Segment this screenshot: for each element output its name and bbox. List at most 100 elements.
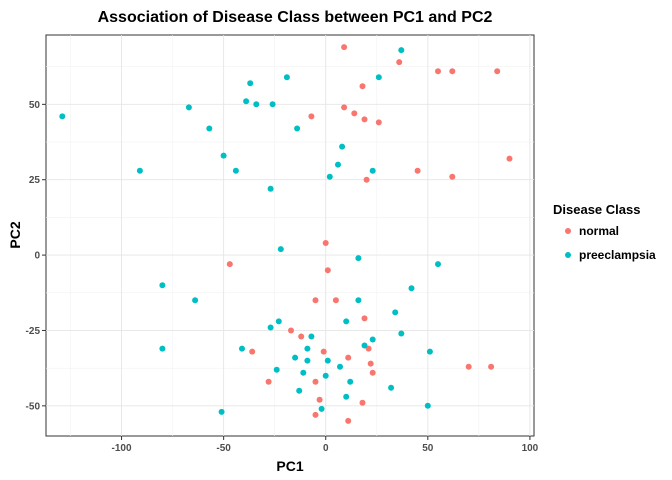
point-preeclampsia [326, 173, 333, 180]
point-preeclampsia [218, 408, 225, 415]
point-preeclampsia [136, 167, 143, 174]
point-preeclampsia [375, 74, 382, 81]
y-tick-label: -50 [26, 401, 41, 412]
y-tick-label: 25 [29, 175, 41, 186]
point-preeclampsia [296, 387, 303, 394]
point-preeclampsia [339, 143, 346, 150]
point-normal [322, 240, 329, 246]
point-preeclampsia [239, 345, 245, 352]
point-normal [396, 59, 403, 66]
x-tick-label: 0 [323, 443, 329, 454]
x-axis-label: PC1 [276, 458, 303, 474]
y-axis-label: PC2 [7, 221, 23, 248]
point-normal [312, 411, 319, 418]
point-preeclampsia [247, 80, 254, 87]
point-preeclampsia [424, 402, 431, 409]
y-tick-label: 0 [34, 251, 40, 262]
point-normal [345, 354, 352, 361]
point-preeclampsia [304, 345, 311, 352]
point-normal [359, 399, 366, 406]
chart-title: Association of Disease Class between PC1… [98, 9, 493, 26]
y-tick-label: -25 [26, 326, 41, 337]
point-preeclampsia [294, 125, 301, 132]
point-preeclampsia [308, 333, 315, 340]
point-preeclampsia [253, 101, 260, 108]
point-preeclampsia [269, 101, 276, 108]
legend: Disease Class normal preeclampsia [553, 202, 656, 262]
point-preeclampsia [300, 369, 307, 376]
point-normal [316, 396, 323, 403]
point-normal [375, 119, 382, 126]
point-preeclampsia [392, 309, 399, 316]
legend-label-preeclampsia: preeclampsia [579, 248, 656, 262]
point-preeclampsia [322, 372, 329, 379]
plot-panel [45, 34, 535, 437]
point-normal [249, 348, 256, 355]
x-axis-ticks: -100 -50 0 50 100 [112, 436, 539, 454]
point-normal [226, 261, 233, 268]
point-normal [435, 68, 441, 75]
point-normal [351, 110, 358, 117]
x-tick-label: 100 [522, 443, 539, 454]
point-preeclampsia [324, 357, 331, 364]
point-preeclampsia [355, 255, 362, 262]
point-preeclampsia [361, 342, 368, 349]
point-normal [341, 44, 348, 51]
point-normal [506, 155, 513, 162]
legend-key-normal [565, 228, 571, 234]
point-normal [449, 68, 456, 75]
point-preeclampsia [185, 104, 192, 111]
point-preeclampsia [369, 336, 376, 343]
point-normal [265, 378, 272, 385]
point-normal [369, 369, 376, 376]
point-preeclampsia [206, 125, 213, 132]
point-preeclampsia [232, 167, 239, 174]
point-preeclampsia [267, 185, 274, 192]
point-normal [324, 267, 331, 274]
point-preeclampsia [275, 318, 282, 325]
point-normal [414, 167, 421, 174]
point-preeclampsia [304, 357, 311, 364]
x-tick-label: 50 [422, 443, 434, 454]
point-preeclampsia [273, 366, 280, 373]
point-normal [345, 417, 352, 424]
point-preeclampsia [292, 354, 299, 361]
point-normal [488, 363, 495, 370]
y-tick-label: 50 [29, 100, 41, 111]
point-preeclampsia [347, 378, 354, 385]
point-normal [298, 333, 305, 340]
point-preeclampsia [335, 161, 341, 168]
legend-key-preeclampsia [565, 252, 571, 258]
point-normal [332, 297, 339, 304]
point-normal [359, 83, 366, 90]
point-preeclampsia [398, 330, 405, 337]
point-preeclampsia [267, 324, 274, 331]
point-preeclampsia [408, 285, 415, 292]
point-preeclampsia [159, 282, 166, 289]
point-preeclampsia [355, 297, 362, 304]
point-normal [288, 327, 294, 334]
point-preeclampsia [318, 405, 325, 412]
point-preeclampsia [343, 318, 350, 325]
data-points [59, 44, 513, 424]
point-preeclampsia [192, 297, 199, 304]
point-normal [465, 363, 472, 370]
point-normal [365, 345, 372, 352]
point-normal [308, 113, 315, 120]
point-preeclampsia [277, 246, 284, 253]
point-normal [363, 176, 370, 183]
point-normal [367, 360, 374, 367]
point-normal [312, 378, 319, 385]
point-preeclampsia [435, 261, 441, 268]
point-preeclampsia [220, 152, 227, 159]
legend-title: Disease Class [553, 202, 640, 217]
y-axis-ticks: -50 -25 0 25 50 [26, 100, 46, 412]
point-preeclampsia [337, 363, 343, 370]
x-tick-label: -100 [112, 443, 132, 454]
point-preeclampsia [243, 98, 250, 105]
point-preeclampsia [283, 74, 290, 81]
point-preeclampsia [159, 345, 166, 352]
x-tick-label: -50 [216, 443, 231, 454]
point-preeclampsia [59, 113, 66, 120]
